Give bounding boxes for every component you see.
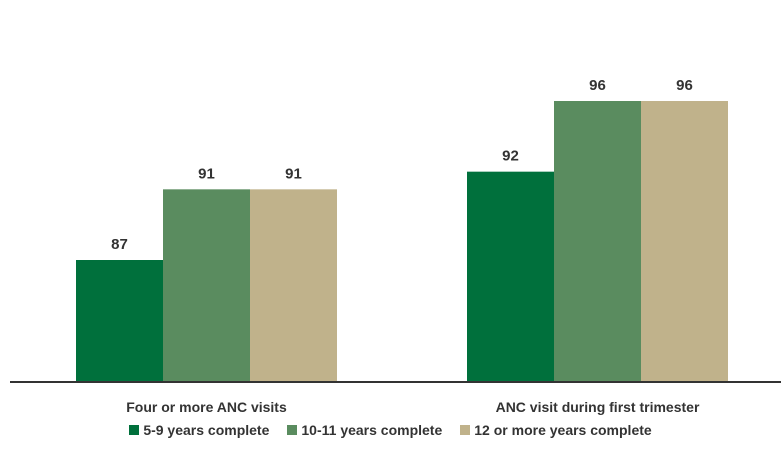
legend-label-2: 10-11 years complete — [301, 422, 443, 438]
legend: 5-9 years complete 10-11 years complete 12… — [0, 422, 781, 438]
bar-2-3 — [641, 101, 728, 382]
category-labels-group: Four or more ANC visits ANC visit during … — [126, 399, 700, 415]
legend-item-2: 10-11 years complete — [287, 422, 442, 438]
value-label-2-1: 92 — [502, 148, 519, 165]
legend-label-3: 12 or more years complete — [474, 422, 652, 438]
legend-swatch-2 — [287, 425, 298, 435]
legend-item-3: 12 or more years complete — [460, 422, 652, 438]
legend-swatch-1 — [129, 425, 140, 435]
bar-1-3 — [250, 189, 337, 382]
value-label-1-2: 91 — [198, 165, 215, 182]
legend-item-1: 5-9 years complete — [129, 422, 269, 438]
bar-1-1 — [76, 260, 163, 382]
value-label-1-3: 91 — [285, 165, 302, 182]
category-label-2: ANC visit during first trimester — [496, 399, 700, 415]
bar-2-1 — [467, 171, 554, 382]
category-label-1: Four or more ANC visits — [126, 399, 287, 415]
value-labels-group: 87 91 91 92 96 96 — [111, 77, 693, 253]
legend-swatch-3 — [460, 425, 471, 435]
value-label-2-3: 96 — [676, 77, 693, 94]
legend-label-1: 5-9 years complete — [143, 422, 270, 438]
bar-2-2 — [554, 101, 641, 382]
bars-group — [76, 101, 728, 382]
value-label-2-2: 96 — [589, 77, 606, 94]
bar-1-2 — [163, 189, 250, 382]
value-label-1-1: 87 — [111, 236, 128, 253]
